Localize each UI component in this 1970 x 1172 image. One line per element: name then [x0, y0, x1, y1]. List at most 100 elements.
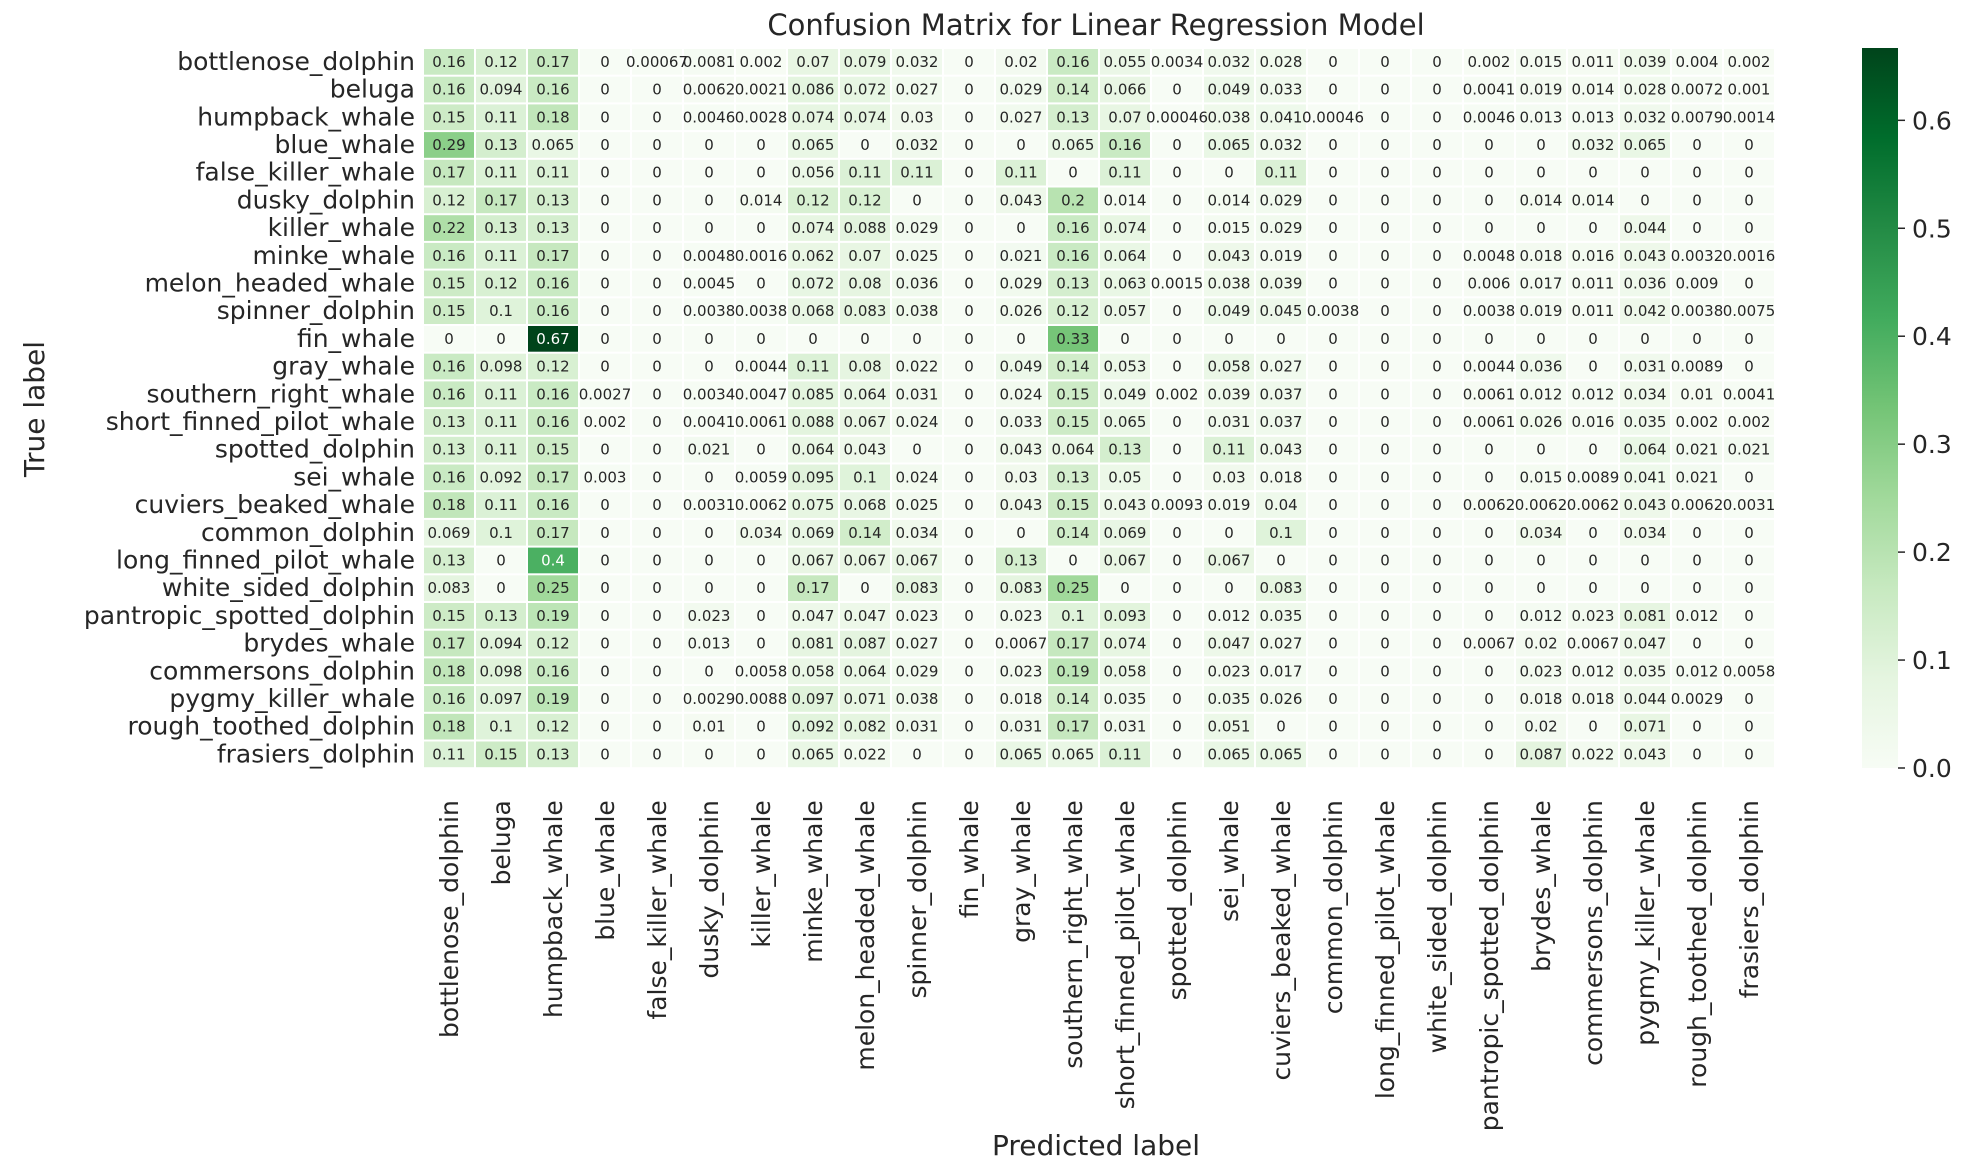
- cell-value-label: 0.043: [1260, 441, 1303, 459]
- cell-value-label: 0.11: [848, 164, 881, 182]
- heatmap-cell: [1568, 713, 1618, 740]
- heatmap-cell: [1464, 104, 1514, 131]
- heatmap-cell: [788, 49, 838, 75]
- heatmap-cell: [580, 686, 630, 712]
- heatmap-cell: [1308, 464, 1358, 491]
- cell-value-label: 0.12: [796, 191, 829, 209]
- heatmap-cell: [840, 270, 890, 297]
- cell-value-label: 0.074: [1104, 635, 1147, 653]
- heatmap-cell: [1204, 215, 1254, 241]
- heatmap-cell: [632, 547, 682, 574]
- heatmap-cell: [1620, 104, 1670, 131]
- cell-value-label: 0.014: [1104, 191, 1147, 209]
- cell-value-label: 0.13: [484, 607, 517, 625]
- heatmap-cell: [1152, 381, 1202, 408]
- heatmap-cell: [944, 326, 994, 352]
- heatmap-cell: [1308, 298, 1358, 324]
- cell-value-label: 0: [860, 579, 870, 597]
- cell-value-label: 0: [1744, 274, 1754, 292]
- heatmap-cell: [1516, 686, 1566, 712]
- cell-value-label: 0: [1328, 136, 1338, 154]
- cell-value-label: 0: [1380, 551, 1390, 569]
- cell-value-label: 0: [704, 358, 714, 376]
- heatmap-cell: [840, 49, 890, 75]
- heatmap-cell: [788, 353, 838, 380]
- heatmap-cell: [944, 575, 994, 601]
- y-tick-label: spotted_dolphin: [215, 435, 415, 464]
- heatmap-cell: [944, 242, 994, 269]
- cell-value-label: 0.023: [1520, 662, 1563, 680]
- cell-value-label: 0.029: [1260, 191, 1303, 209]
- heatmap-cell: [424, 270, 474, 297]
- heatmap-cell: [528, 492, 578, 518]
- heatmap-cell: [1308, 76, 1358, 103]
- heatmap-cell: [1308, 353, 1358, 380]
- heatmap-cell: [1204, 436, 1254, 463]
- cell-value-label: 0.13: [432, 551, 465, 569]
- cell-value-label: 0: [964, 274, 974, 292]
- heatmap-cell: [1724, 104, 1774, 131]
- cell-value-label: 0: [704, 551, 714, 569]
- heatmap-cell: [1724, 132, 1774, 158]
- heatmap-cell: [1256, 686, 1306, 712]
- heatmap-cell: [1724, 464, 1774, 491]
- heatmap-cell: [1100, 270, 1150, 297]
- heatmap-cell: [788, 76, 838, 103]
- heatmap-cell: [1672, 658, 1722, 685]
- heatmap-cell: [736, 741, 786, 768]
- cell-value-label: 0.16: [536, 496, 569, 514]
- cell-value-label: 0: [860, 330, 870, 348]
- cell-value-label: 0: [1380, 579, 1390, 597]
- cell-value-label: 0.019: [1520, 81, 1563, 99]
- heatmap-cell: [1308, 547, 1358, 574]
- heatmap-cell: [1204, 270, 1254, 297]
- cell-value-label: 0: [652, 81, 662, 99]
- heatmap-cell: [424, 464, 474, 491]
- cell-value-label: 0.031: [896, 385, 939, 403]
- heatmap-cell: [944, 464, 994, 491]
- cell-value-label: 0.082: [844, 718, 887, 736]
- cell-value-label: 0.0062: [1463, 496, 1516, 514]
- cell-value-label: 0.049: [1000, 358, 1043, 376]
- heatmap-cell: [476, 159, 526, 186]
- cell-value-label: 0.11: [536, 164, 569, 182]
- cell-value-label: 0: [964, 53, 974, 71]
- cell-value-label: 0: [964, 607, 974, 625]
- heatmap-cell: [632, 132, 682, 158]
- cell-value-label: 0: [1432, 441, 1442, 459]
- heatmap-cell: [1412, 436, 1462, 463]
- heatmap-cell: [528, 104, 578, 131]
- cell-value-label: 0.0034: [1151, 53, 1204, 71]
- cell-value-label: 0.026: [1000, 302, 1043, 320]
- heatmap-cell: [1256, 49, 1306, 75]
- heatmap-cell: [1256, 187, 1306, 214]
- heatmap-cell: [580, 409, 630, 435]
- heatmap-cell: [1568, 630, 1618, 657]
- heatmap-cell: [788, 326, 838, 352]
- cell-value-label: 0.002: [1676, 413, 1719, 431]
- heatmap-cell: [684, 547, 734, 574]
- cell-value-label: 0.13: [484, 136, 517, 154]
- heatmap-cell: [632, 630, 682, 657]
- heatmap-cell: [944, 49, 994, 75]
- cell-value-label: 0: [1588, 219, 1598, 237]
- heatmap-cell: [1412, 630, 1462, 657]
- heatmap-cell: [1152, 519, 1202, 546]
- cell-value-label: 0.023: [688, 607, 731, 625]
- cell-value-label: 0.065: [532, 136, 575, 154]
- heatmap-cell: [1724, 603, 1774, 629]
- heatmap-cell: [1464, 270, 1514, 297]
- heatmap-cell: [1464, 381, 1514, 408]
- heatmap-cell: [1152, 49, 1202, 75]
- cell-value-label: 0: [652, 358, 662, 376]
- cell-value-label: 0.0081: [683, 53, 736, 71]
- cell-value-label: 0.011: [1572, 53, 1615, 71]
- heatmap-cell: [476, 741, 526, 768]
- heatmap-cell: [788, 547, 838, 574]
- cell-value-label: 0.17: [536, 53, 569, 71]
- heatmap-cell: [476, 381, 526, 408]
- cell-value-label: 0.098: [480, 662, 523, 680]
- heatmap-cell: [684, 215, 734, 241]
- cell-value-label: 0: [1692, 524, 1702, 542]
- heatmap-cell: [580, 713, 630, 740]
